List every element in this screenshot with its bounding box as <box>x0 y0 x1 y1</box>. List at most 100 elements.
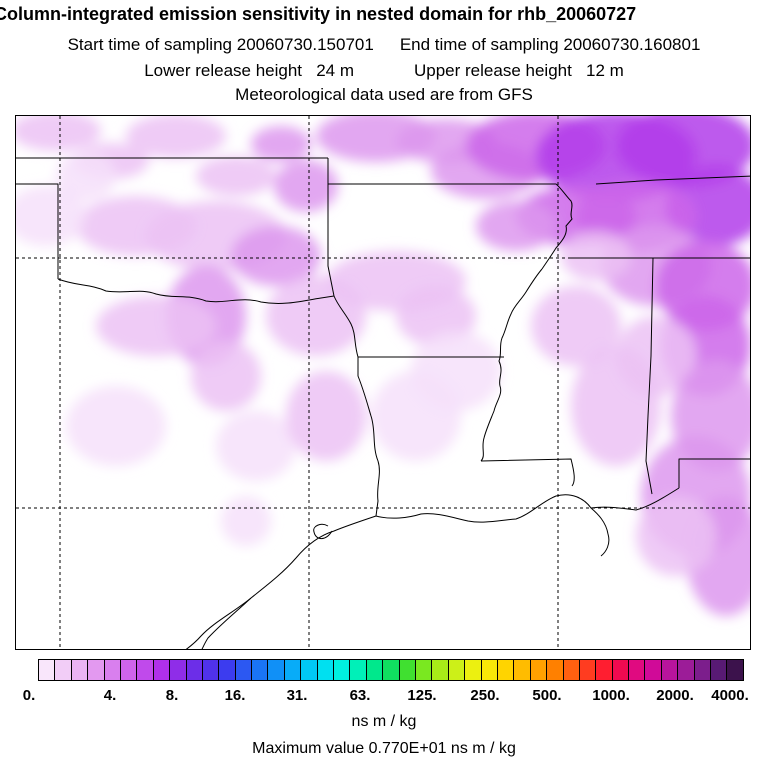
map-panel <box>15 115 751 650</box>
colorbar-swatch <box>579 660 597 680</box>
oklahoma-arkansas-border <box>327 158 335 297</box>
colorbar-swatch <box>120 660 138 680</box>
sensitivity-patch <box>216 411 296 481</box>
colorbar-tick-label: 4000. <box>711 687 749 704</box>
colorbar-swatch <box>448 660 466 680</box>
sensitivity-patch <box>16 186 86 246</box>
colorbar-swatch <box>481 660 498 680</box>
met-data-note: Meteorological data used are from GFS <box>235 85 533 104</box>
mississippi-alabama-border <box>645 257 654 495</box>
maximum-value-text: Maximum value 0.770E+01 ns m / kg <box>252 740 516 757</box>
colorbar-swatch <box>284 660 302 680</box>
panhandle-east-border <box>16 183 59 279</box>
colorbar-swatch <box>497 660 515 680</box>
colorbar-swatch <box>170 660 187 680</box>
mississippi-river <box>480 268 543 462</box>
colorbar-swatch <box>694 660 712 680</box>
colorbar-tick-label: 1000. <box>592 687 630 704</box>
kentucky-border <box>595 175 750 185</box>
missouri-arkansas-border <box>328 183 573 270</box>
upper-height-label: Upper release height <box>414 61 572 80</box>
release-heights: Lower release height 24 m Upper release h… <box>0 61 768 81</box>
colorbar-swatch <box>366 660 384 680</box>
colorbar-swatch <box>678 660 695 680</box>
colorbar-swatch <box>383 660 400 680</box>
colorbar-swatch <box>268 660 285 680</box>
colorbar-tick-label: 8. <box>165 687 179 704</box>
lower-height-value: 24 m <box>316 61 354 80</box>
colorbar-tick-label: 250. <box>470 687 500 704</box>
red-river-border <box>57 278 335 304</box>
colorbar <box>38 659 744 681</box>
colorbar-swatch <box>55 660 72 680</box>
end-time-value: 20060730.160801 <box>563 35 701 54</box>
colorbar-swatch <box>219 660 236 680</box>
colorbar-swatch <box>186 660 203 680</box>
gulf-coast <box>185 487 680 649</box>
colorbar-swatch <box>432 660 449 680</box>
sensitivity-patch <box>56 151 116 201</box>
colorbar-swatch <box>530 660 548 680</box>
colorbar-swatch <box>235 660 253 680</box>
colorbar-swatch <box>563 660 580 680</box>
sensitivity-patch <box>221 496 271 546</box>
upper-height-value: 12 m <box>586 61 624 80</box>
sensitivity-field <box>16 116 750 616</box>
colorbar-units: ns m / kg <box>351 713 417 730</box>
sensitivity-patch <box>96 296 216 356</box>
colorbar-swatch <box>39 660 56 680</box>
colorbar-swatch <box>661 660 679 680</box>
colorbar-swatch <box>711 660 728 680</box>
lower-height-label: Lower release height <box>144 61 303 80</box>
colorbar-swatch <box>612 660 630 680</box>
colorbar-swatch <box>465 660 482 680</box>
sampling-times: Start time of sampling 20060730.150701 En… <box>0 35 768 55</box>
barrier-island <box>201 597 252 649</box>
sensitivity-patch <box>16 116 101 151</box>
colorbar-swatch <box>202 660 220 680</box>
colorbar-tick-label: 500. <box>532 687 562 704</box>
colorbar-tick-label: 63. <box>349 687 371 704</box>
colorbar-swatch <box>71 660 89 680</box>
galveston-bay <box>313 523 333 540</box>
colorbar-tick-label: 31. <box>286 687 308 704</box>
political-boundaries <box>16 157 750 649</box>
colorbar-tick-label: 125. <box>407 687 437 704</box>
colorbar-swatch <box>137 660 154 680</box>
start-time-value: 20060730.150701 <box>236 35 374 54</box>
colorbar-swatch <box>153 660 171 680</box>
colorbar-swatch <box>415 660 433 680</box>
sensitivity-patch <box>196 156 276 196</box>
colorbar-tick-label: 2000. <box>656 687 694 704</box>
colorbar-swatch <box>399 660 416 680</box>
map-title: Column-integrated emission sensitivity i… <box>0 4 637 24</box>
start-time-label: Start time of sampling <box>67 35 232 54</box>
colorbar-tick-label: 0. <box>22 687 36 704</box>
sensitivity-patch <box>286 371 366 461</box>
colorbar-swatch <box>514 660 531 680</box>
sensitivity-patch <box>371 371 461 461</box>
sensitivity-patch <box>274 160 338 212</box>
colorbar-swatch <box>629 660 646 680</box>
sensitivity-patch <box>231 226 321 286</box>
colorbar-tick-label: 16. <box>224 687 246 704</box>
sensitivity-patch <box>636 496 716 576</box>
colorbar-swatch <box>301 660 318 680</box>
end-time-label: End time of sampling <box>399 35 559 54</box>
texas-louisiana-border <box>333 295 380 517</box>
florida-border <box>678 458 750 488</box>
colorbar-swatch <box>350 660 367 680</box>
sensitivity-patch <box>476 201 556 251</box>
sensitivity-patch <box>66 386 166 466</box>
colorbar-swatch <box>88 660 105 680</box>
louisiana-mississippi-border <box>480 458 575 487</box>
colorbar-swatch <box>334 660 351 680</box>
colorbar-swatch <box>645 660 662 680</box>
colorbar-swatch <box>104 660 121 680</box>
sensitivity-patch <box>571 346 661 466</box>
sensitivity-patch <box>561 231 631 281</box>
map-canvas <box>16 116 750 649</box>
sensitivity-patch <box>126 116 226 158</box>
sensitivity-patch <box>251 126 311 162</box>
colorbar-swatch <box>252 660 269 680</box>
